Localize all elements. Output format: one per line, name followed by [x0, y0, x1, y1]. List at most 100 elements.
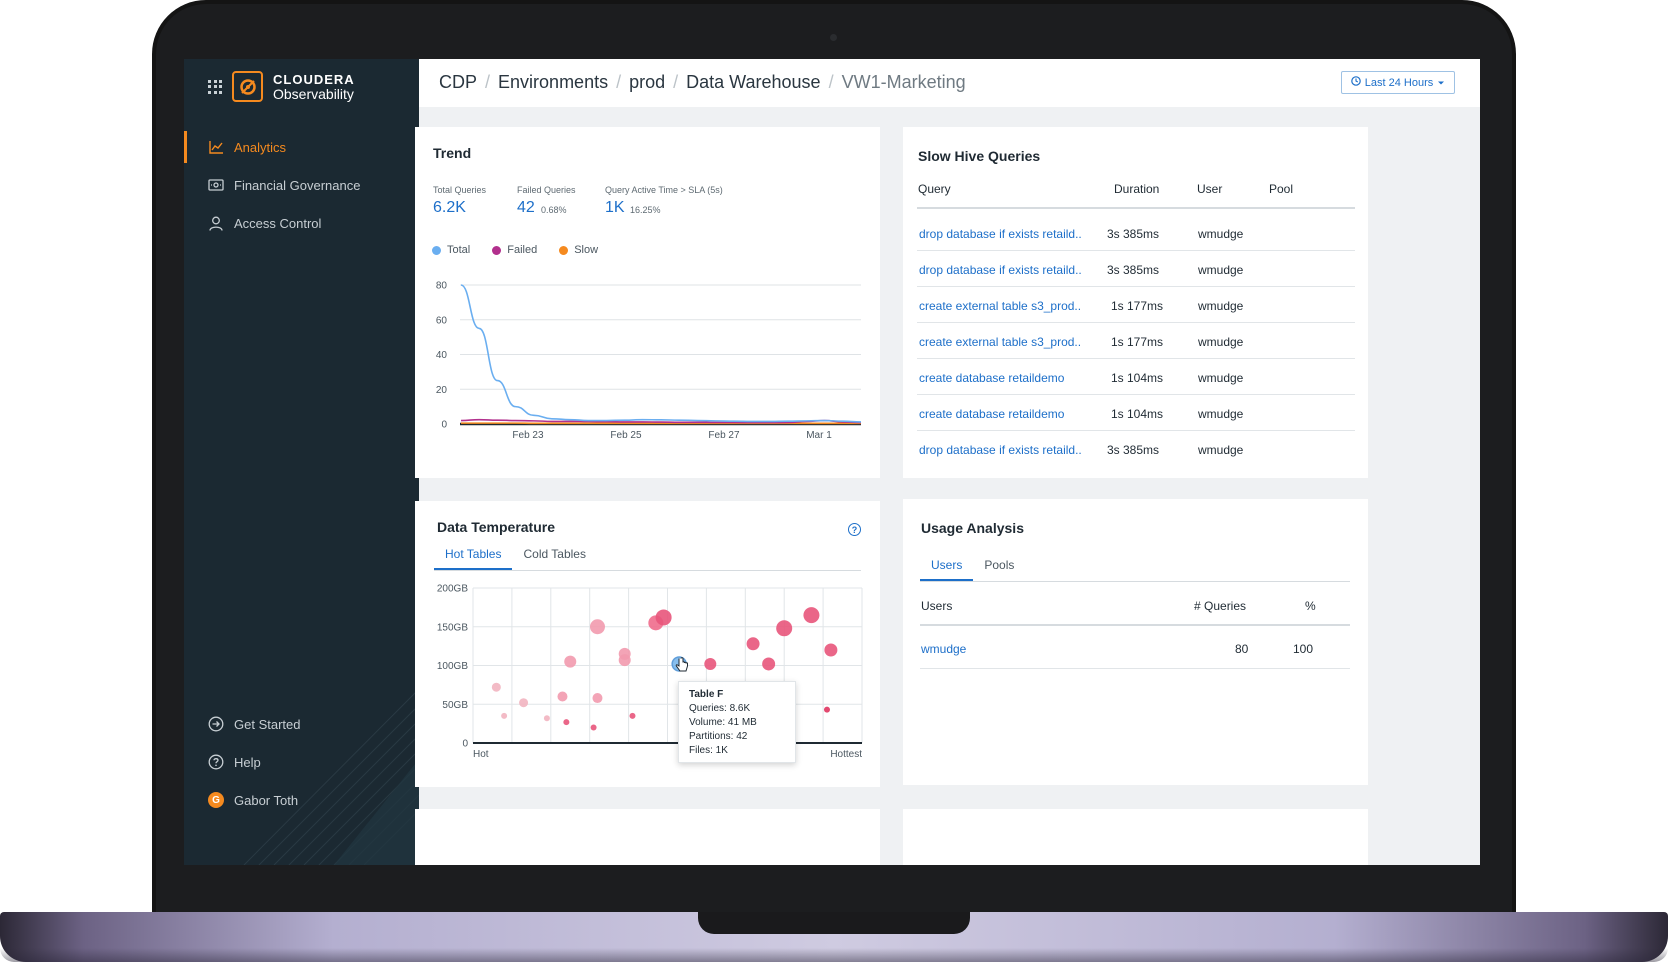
usage-user-link[interactable]: wmudge — [921, 642, 967, 656]
legend-label: Failed — [507, 244, 538, 256]
table-row: drop database if exists retaild.. 3s 385… — [917, 251, 1355, 287]
query-user: wmudge — [1198, 407, 1244, 421]
x-tick-label: Feb 23 — [512, 430, 544, 441]
metric-sub-failed: 0.68% — [541, 205, 567, 215]
scatter-point — [519, 698, 529, 708]
scatter-point — [618, 654, 631, 667]
x-tick-label: Hot — [473, 749, 489, 760]
column-header-users[interactable]: Users — [921, 599, 953, 613]
trend-legend: Total Failed Slow — [432, 244, 598, 256]
query-link[interactable]: create external table s3_prod.. — [919, 299, 1082, 313]
legend-dot — [492, 245, 502, 255]
sidebar-item-label: Help — [234, 754, 261, 770]
metric-value-failed[interactable]: 42 — [517, 199, 535, 216]
time-range-label: Last 24 Hours — [1364, 76, 1434, 89]
breadcrumb-item-environments[interactable]: Environments — [498, 72, 609, 92]
sidebar-item-label: Analytics — [234, 139, 287, 155]
query-link[interactable]: drop database if exists retaild.. — [919, 227, 1082, 241]
trend-card: Trend Total Queries 6.2K Failed Queries … — [415, 127, 880, 478]
tooltip-title: Table F — [689, 689, 724, 700]
trend-title: Trend — [433, 145, 472, 161]
laptop-notch — [698, 912, 970, 934]
query-user: wmudge — [1198, 335, 1244, 349]
query-link[interactable]: create database retaildemo — [919, 371, 1065, 385]
arrow-circle-icon — [208, 716, 224, 732]
y-tick-label: 150GB — [437, 622, 468, 633]
query-link[interactable]: drop database if exists retaild.. — [919, 443, 1082, 457]
y-tick-label: 0 — [441, 420, 447, 431]
usage-analysis-title: Usage Analysis — [921, 520, 1024, 536]
y-tick-label: 40 — [436, 350, 448, 361]
column-header-duration[interactable]: Duration — [1114, 182, 1160, 196]
sidebar-item-help[interactable]: Help — [184, 743, 419, 781]
usage-tabs: Users Pools — [920, 557, 1350, 582]
sidebar-item-financial-governance[interactable]: Financial Governance — [184, 166, 419, 204]
scatter-point — [501, 712, 508, 719]
table-row: create external table s3_prod.. 1s 177ms… — [917, 287, 1355, 323]
tab-users[interactable]: Users — [920, 557, 974, 581]
sidebar-item-label: Gabor Toth — [234, 792, 299, 808]
scatter-point — [557, 691, 568, 702]
legend-item-slow[interactable]: Slow — [559, 244, 598, 256]
table-row: drop database if exists retaild.. 3s 385… — [917, 431, 1355, 467]
series-line-failed — [460, 418, 862, 424]
next-card-left — [415, 809, 880, 865]
metric-value-total[interactable]: 6.2K — [433, 199, 466, 216]
metric-label-failed: Failed Queries — [517, 185, 576, 195]
query-duration: 3s 385ms — [1107, 227, 1160, 241]
tab-pools[interactable]: Pools — [984, 558, 1015, 572]
legend-item-failed[interactable]: Failed — [492, 244, 537, 256]
data-temperature-scatter-chart: 0 50GB 100GB 150GB 200GB Hot Hottest — [437, 584, 863, 760]
legend-item-total[interactable]: Total — [432, 244, 470, 256]
data-temperature-tabs: Hot Tables Cold Tables — [434, 546, 861, 571]
caret-down-icon — [1437, 77, 1445, 89]
breadcrumb-item-prod[interactable]: prod — [629, 72, 666, 92]
query-link[interactable]: drop database if exists retaild.. — [919, 263, 1082, 277]
scatter-point — [824, 643, 838, 657]
clock-icon — [1350, 76, 1361, 89]
scatter-point — [746, 637, 760, 651]
usage-queries-value: 80 — [1235, 642, 1249, 656]
cloudera-logo-icon — [232, 71, 263, 102]
sidebar-item-user-profile[interactable]: G Gabor Toth — [184, 781, 419, 819]
column-header-user[interactable]: User — [1197, 182, 1223, 196]
legend-dot — [432, 245, 441, 255]
next-card-right — [903, 809, 1368, 865]
scatter-point — [491, 682, 501, 692]
scatter-point — [543, 715, 550, 722]
slow-hive-queries-card: Slow Hive Queries Query Duration User Po… — [903, 127, 1368, 478]
sidebar-nav: Analytics Financial Governance Access Co… — [184, 128, 419, 242]
query-link[interactable]: create database retaildemo — [919, 407, 1065, 421]
tooltip-line: Files: 1K — [689, 745, 728, 756]
y-tick-label: 200GB — [437, 584, 468, 595]
scatter-point — [564, 655, 577, 668]
time-range-button[interactable]: Last 24 Hours — [1341, 71, 1455, 94]
column-header-pool[interactable]: Pool — [1269, 182, 1294, 196]
legend-label: Slow — [574, 244, 599, 256]
scatter-point — [589, 619, 605, 635]
apps-grid-icon[interactable] — [208, 79, 222, 94]
sidebar-item-analytics[interactable]: Analytics — [184, 128, 419, 166]
breadcrumb-item-cdp[interactable]: CDP — [439, 72, 478, 92]
x-tick-label: Feb 25 — [610, 430, 642, 441]
tab-cold-tables[interactable]: Cold Tables — [523, 547, 586, 561]
column-header-queries[interactable]: # Queries — [1194, 599, 1247, 613]
column-header-percent[interactable]: % — [1305, 599, 1316, 613]
table-header-divider — [917, 207, 1355, 209]
scatter-point — [823, 706, 830, 713]
sidebar-item-get-started[interactable]: Get Started — [184, 705, 419, 743]
usage-header-divider — [920, 624, 1350, 626]
sidebar-item-label: Access Control — [234, 215, 322, 231]
metric-value-sla[interactable]: 1K — [605, 199, 625, 216]
metric-sub-sla: 16.25% — [630, 205, 661, 215]
query-link[interactable]: create external table s3_prod.. — [919, 335, 1082, 349]
query-user: wmudge — [1198, 299, 1244, 313]
help-icon[interactable]: ? — [848, 523, 861, 536]
column-header-query[interactable]: Query — [918, 182, 951, 196]
brand-name: CLOUDERA — [273, 71, 355, 87]
tab-hot-tables[interactable]: Hot Tables — [434, 546, 513, 570]
sidebar-item-access-control[interactable]: Access Control — [184, 204, 419, 242]
breadcrumb-item-data-warehouse[interactable]: Data Warehouse — [686, 72, 821, 92]
slow-queries-title: Slow Hive Queries — [918, 148, 1041, 164]
sidebar-item-label: Get Started — [234, 716, 301, 732]
